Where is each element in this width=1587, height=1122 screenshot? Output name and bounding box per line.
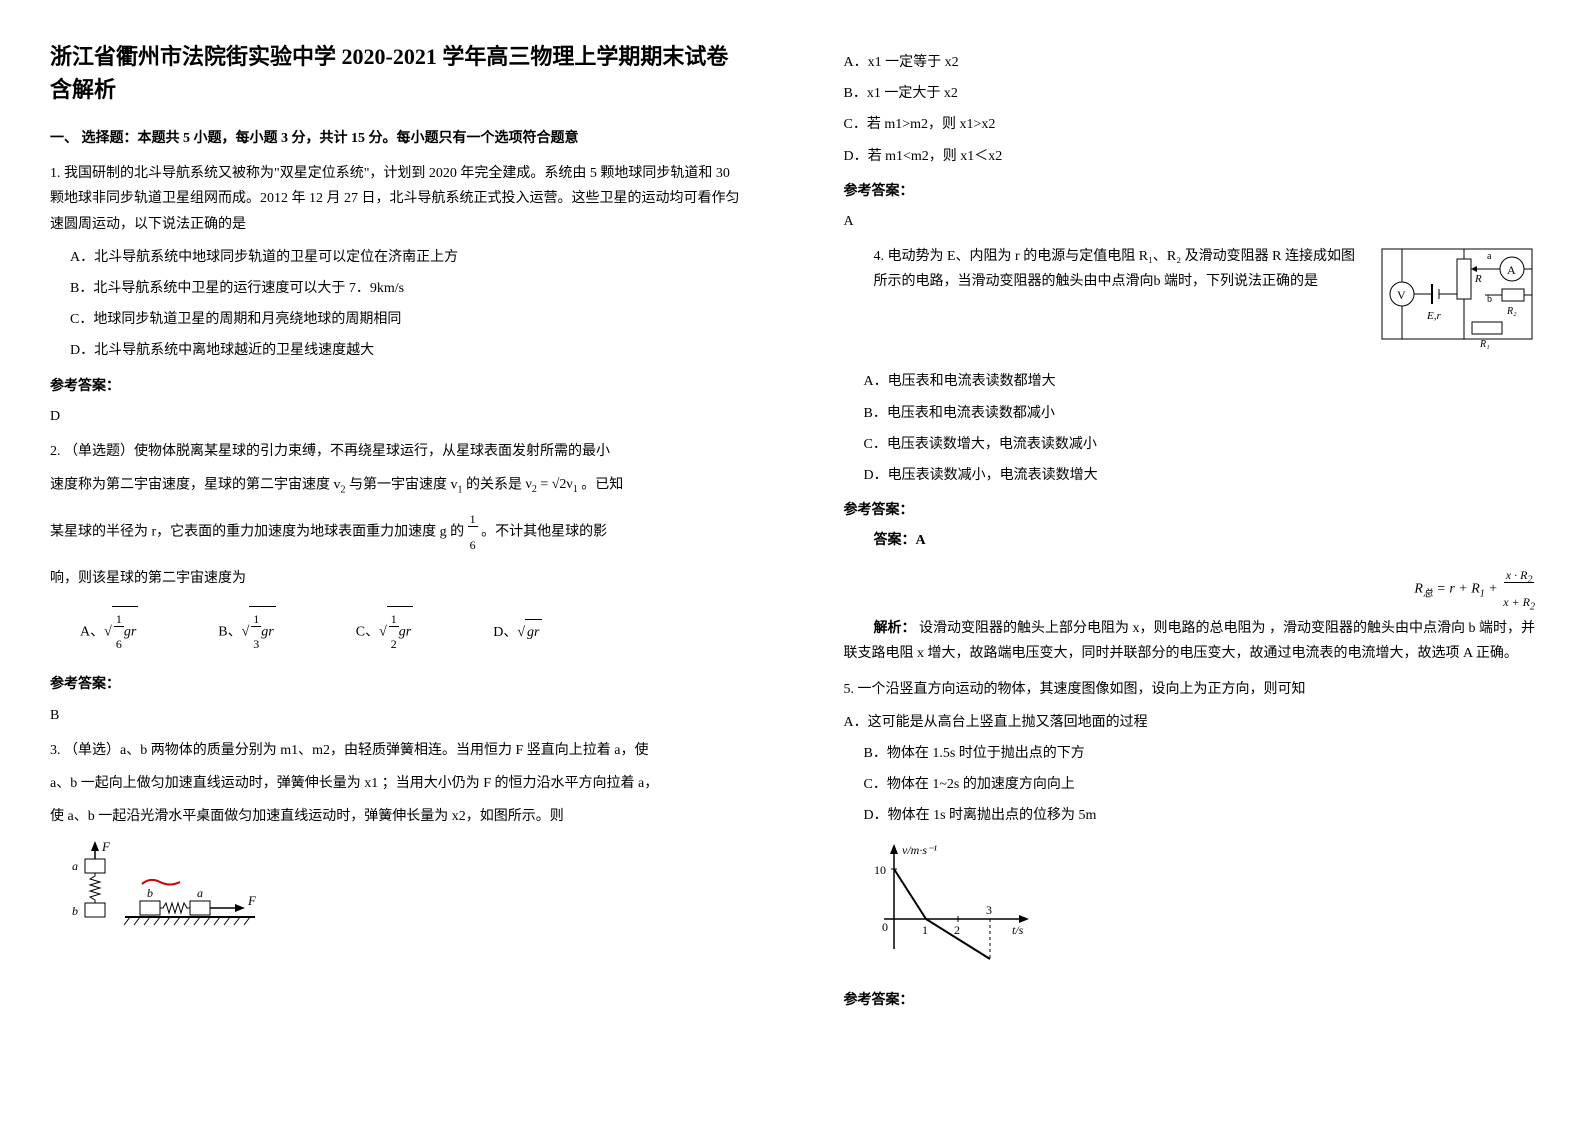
question-2: 2. （单选题）使物体脱离某星球的引力束缚，不再绕星球运行，从星球表面发射所需的… — [50, 439, 744, 728]
q5-opt-c: C．物体在 1~2s 的加速度方向向上 — [864, 772, 1538, 797]
q2-options-row: A、√16gr B、√13gr C、√12gr D、√gr — [80, 606, 744, 657]
q4-opt-b: B．电压表和电流表读数都减小 — [864, 401, 1538, 426]
q4-answer-label: 参考答案： — [844, 498, 1538, 523]
left-column: 浙江省衢州市法院街实验中学 2020-2021 学年高三物理上学期期末试卷含解析… — [0, 0, 794, 1122]
q2-answer-label: 参考答案： — [50, 672, 744, 697]
svg-text:V: V — [1397, 288, 1406, 302]
x2: 2 — [954, 923, 960, 937]
q1-opt-b: B．北斗导航系统中卫星的运行速度可以大于 7．9km/s — [70, 276, 744, 301]
q2-t2d: 。已知 — [581, 478, 623, 493]
q4-analysis-label: 解析： — [874, 621, 916, 636]
q4-formula: R总 = r + R1 + x · R2x + R2 — [844, 563, 1538, 616]
q3-answer-label: 参考答案： — [844, 179, 1538, 204]
sub-2: 2 — [341, 484, 346, 495]
q4-opt-c: C．电压表读数增大，电流表读数减小 — [864, 432, 1538, 457]
svg-text:R₂: R₂ — [1506, 306, 1517, 317]
q3-answer: A — [844, 209, 1538, 234]
svg-text:A: A — [1507, 263, 1516, 277]
svg-text:b: b — [72, 904, 78, 918]
q2-opt-c: C、√12gr — [356, 606, 413, 657]
q3-opt-d: D．若 m1<m2，则 x1＜x2 — [844, 144, 1538, 169]
svg-text:a: a — [72, 859, 78, 873]
svg-text:a: a — [197, 886, 203, 900]
x1: 1 — [922, 923, 928, 937]
xlabel: t/s — [1012, 923, 1024, 937]
q2-t3a: 某星球的半径为 r，它表面的重力加速度为地球表面重力加速度 g 的 — [50, 525, 464, 540]
y0: 0 — [882, 920, 888, 934]
svg-text:E,r: E,r — [1426, 310, 1441, 322]
q2-t3b: 。不计其他星球的影 — [481, 525, 607, 540]
q3-text3: 使 a、b 一起沿光滑水平桌面做匀加速直线运动时，弹簧伸长量为 x2，如图所示。… — [50, 804, 744, 829]
y10: 10 — [874, 863, 886, 877]
question-3: 3. （单选）a、b 两物体的质量分别为 m1、m2，由轻质弹簧相连。当用恒力 … — [50, 738, 744, 949]
section-header: 一、 选择题：本题共 5 小题，每小题 3 分，共计 15 分。每小题只有一个选… — [50, 126, 744, 151]
q2-text2: 速度称为第二宇宙速度，星球的第二宇宙速度 v2 与第一宇宙速度 v1 的关系是 … — [50, 472, 744, 499]
q2-opt-d: D、√gr — [493, 619, 541, 645]
formula-v2: ν2 = √2ν1 — [526, 472, 578, 499]
svg-text:F: F — [101, 839, 111, 854]
velocity-graph: v/m·s⁻¹ t/s 10 0 1 2 3 — [864, 839, 1538, 978]
q5-opt-b: B．物体在 1.5s 时位于抛出点的下方 — [864, 741, 1538, 766]
spring-diagram: F a b b a F — [70, 839, 744, 948]
q2-t2a: 速度称为第二宇宙速度，星球的第二宇宙速度 v — [50, 478, 341, 493]
svg-text:R: R — [1474, 273, 1482, 285]
svg-text:F: F — [247, 893, 257, 908]
question-4: V E,r R a b A — [844, 244, 1538, 666]
q4-analysis: 解析： 设滑动变阻器的触头上部分电阻为 x，则电路的总电阻为 ，滑动变阻器的触头… — [844, 616, 1538, 666]
svg-text:a: a — [1487, 251, 1492, 262]
q1-opt-a: A．北斗导航系统中地球同步轨道的卫星可以定位在济南正上方 — [70, 245, 744, 270]
q5-text: 5. 一个沿竖直方向运动的物体，其速度图像如图，设向上为正方向，则可知 — [844, 677, 1538, 702]
question-1: 1. 我国研制的北斗导航系统又被称为"双星定位系统"，计划到 2020 年完全建… — [50, 161, 744, 429]
question-5: 5. 一个沿竖直方向运动的物体，其速度图像如图，设向上为正方向，则可知 A．这可… — [844, 677, 1538, 1013]
q2-opt-b: B、√13gr — [218, 606, 275, 657]
q3-opt-c: C．若 m1>m2，则 x1>x2 — [844, 112, 1538, 137]
svg-text:R₁: R₁ — [1479, 339, 1490, 350]
q3-text2: a、b 一起向上做匀加速直线运动时，弹簧伸长量为 x1 ；当用大小仍为 F 的恒… — [50, 771, 744, 796]
q3-opt-a: A．x1 一定等于 x2 — [844, 50, 1538, 75]
q5-opt-d: D．物体在 1s 时离抛出点的位移为 5m — [864, 803, 1538, 828]
q2-t2b: 与第一宇宙速度 v — [349, 478, 458, 493]
q3-text1: 3. （单选）a、b 两物体的质量分别为 m1、m2，由轻质弹簧相连。当用恒力 … — [50, 738, 744, 763]
x3: 3 — [986, 903, 992, 917]
q5-answer-label: 参考答案： — [844, 988, 1538, 1013]
right-column: A．x1 一定等于 x2 B．x1 一定大于 x2 C．若 m1>m2，则 x1… — [794, 0, 1587, 1122]
q4-analysis1: 设滑动变阻器的触头上部分电阻为 x，则电路的总电阻为 — [919, 621, 1266, 636]
circuit-diagram: V E,r R a b A — [1377, 244, 1537, 363]
q1-answer-label: 参考答案： — [50, 374, 744, 399]
q4-opt-a: A．电压表和电流表读数都增大 — [864, 369, 1538, 394]
q2-text4: 响，则该星球的第二宇宙速度为 — [50, 566, 744, 591]
ylabel: v/m·s⁻¹ — [902, 843, 937, 857]
svg-text:b: b — [147, 886, 153, 900]
q1-text: 1. 我国研制的北斗导航系统又被称为"双星定位系统"，计划到 2020 年完全建… — [50, 161, 744, 237]
q4-answer: 答案：A — [874, 528, 1538, 553]
q1-opt-c: C．地球同步轨道卫星的周期和月亮绕地球的周期相同 — [70, 307, 744, 332]
frac-1-6: 16 — [468, 507, 478, 557]
sub-1: 1 — [458, 484, 463, 495]
q1-opt-d: D．北斗导航系统中离地球越近的卫星线速度越大 — [70, 338, 744, 363]
q2-opt-a: A、√16gr — [80, 606, 138, 657]
q2-answer: B — [50, 703, 744, 728]
q2-t2c: 的关系是 — [466, 478, 522, 493]
q4-opt-d: D．电压表读数减小，电流表读数增大 — [864, 463, 1538, 488]
q2-text1: 2. （单选题）使物体脱离某星球的引力束缚，不再绕星球运行，从星球表面发射所需的… — [50, 439, 744, 464]
svg-text:b: b — [1487, 294, 1492, 305]
question-3-right: A．x1 一定等于 x2 B．x1 一定大于 x2 C．若 m1>m2，则 x1… — [844, 50, 1538, 234]
page-title: 浙江省衢州市法院街实验中学 2020-2021 学年高三物理上学期期末试卷含解析 — [50, 40, 744, 106]
q1-answer: D — [50, 404, 744, 429]
q5-opt-a: A．这可能是从高台上竖直上抛又落回地面的过程 — [844, 710, 1538, 735]
q2-text3: 某星球的半径为 r，它表面的重力加速度为地球表面重力加速度 g 的 16 。不计… — [50, 507, 744, 557]
q3-opt-b: B．x1 一定大于 x2 — [844, 81, 1538, 106]
